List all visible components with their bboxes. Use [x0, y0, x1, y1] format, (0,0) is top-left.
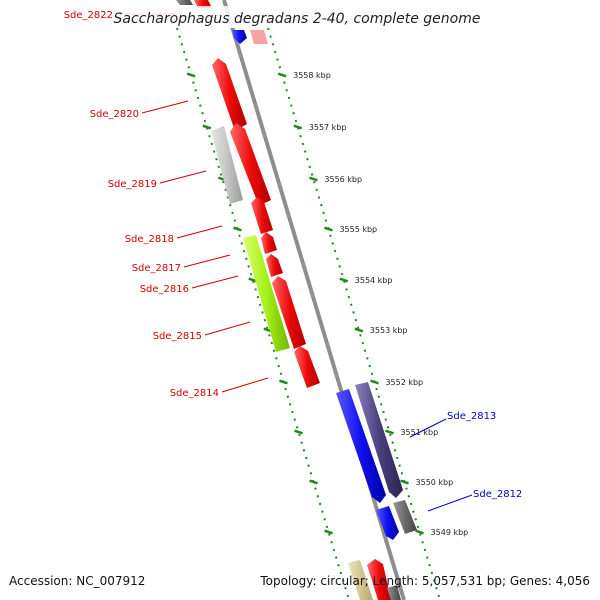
kbp-tick-mark — [277, 72, 287, 78]
gene-sde-2818 — [251, 197, 273, 234]
title-background — [116, 6, 480, 28]
leader-sde-2814 — [221, 377, 269, 393]
kbp-label: 3556 kbp — [324, 175, 362, 184]
feature-top-grey — [176, 0, 193, 5]
feature-top-blue — [232, 30, 247, 44]
kbp-label: 3557 kbp — [309, 123, 347, 132]
gene-label-sde-2812[interactable]: Sde_2812 — [473, 489, 522, 500]
tick-guide-left — [176, 27, 350, 600]
gene-sde-2813 — [355, 382, 403, 498]
gene-label-sde-2813[interactable]: Sde_2813 — [447, 411, 496, 422]
map-title: Saccharophagus degradans 2-40, complete … — [114, 11, 481, 27]
kbp-label: 3558 kbp — [293, 71, 331, 80]
gene-sde-2816 — [266, 254, 283, 277]
kbp-tick-mark — [324, 529, 333, 535]
feature-bottom-olive — [348, 560, 373, 600]
kbp-tick-mark — [309, 479, 318, 485]
gene-sde-2812 — [336, 389, 386, 503]
kbp-tick-mark — [293, 124, 303, 130]
leader-sde-2818 — [176, 225, 223, 239]
topology-text: Topology: circular; Length: 5,057,531 bp… — [260, 574, 590, 588]
gene-sde-2815-red — [272, 276, 306, 349]
kbp-tick-mark — [279, 379, 288, 385]
gene-sde-2819 — [211, 126, 243, 204]
gene-label-sde-2817[interactable]: Sde_2817 — [132, 263, 181, 274]
kbp-label: 3553 kbp — [370, 326, 408, 335]
feature-bottom-grey — [387, 585, 401, 600]
kbp-tick-mark — [309, 176, 318, 182]
gene-label-sde-2822[interactable]: Sde_2822 — [64, 10, 113, 21]
kbp-tick-mark — [324, 226, 333, 232]
kbp-tick-mark — [294, 429, 303, 435]
gene-label-sde-2819[interactable]: Sde_2819 — [108, 179, 157, 190]
kbp-tick-mark — [370, 379, 379, 385]
leader-sde-2817 — [183, 254, 231, 268]
tick-guide-right — [267, 27, 441, 600]
kbp-tick-mark — [415, 529, 424, 535]
kbp-tick-mark — [186, 72, 196, 78]
kbp-tick-mark — [202, 124, 212, 130]
kbp-tick-mark — [385, 429, 394, 435]
gene-label-sde-2815[interactable]: Sde_2815 — [153, 331, 202, 342]
kbp-tick-mark — [233, 226, 242, 232]
feature-darkgrey — [393, 500, 417, 534]
gene-label-sde-2814[interactable]: Sde_2814 — [170, 388, 219, 399]
gene-sde-2812-small — [376, 506, 399, 540]
accession-text: Accession: NC_007912 — [9, 574, 146, 588]
kbp-label: 3554 kbp — [355, 276, 393, 285]
leader-sde-2820 — [141, 100, 189, 114]
leader-sde-2816 — [191, 275, 239, 289]
gene-sde-2814 — [294, 346, 320, 388]
kbp-label: 3552 kbp — [385, 378, 423, 387]
feature-top-pink — [250, 30, 268, 44]
feature-bottom-red — [367, 559, 391, 600]
kbp-tick-mark — [400, 479, 409, 485]
kbp-label: 3555 kbp — [339, 225, 377, 234]
kbp-tick-mark — [339, 277, 349, 283]
gene-sde-2820 — [230, 123, 271, 206]
gene-label-sde-2816[interactable]: Sde_2816 — [140, 284, 189, 295]
kbp-label: 3549 kbp — [431, 528, 469, 537]
genome-backbone — [222, 0, 406, 600]
gene-sde-2817 — [261, 232, 277, 254]
leader-sde-2815 — [204, 321, 251, 336]
leader-sde-2819 — [159, 170, 207, 184]
gene-label-sde-2818[interactable]: Sde_2818 — [125, 234, 174, 245]
leader-sde-2812 — [427, 494, 473, 512]
gene-sde-2815 — [243, 235, 290, 352]
kbp-tick-group: 3558 kbp 3557 kbp 3556 kbp 3555 kbp 3554 kbp… — [186, 71, 469, 537]
leader-sde-2813 — [409, 418, 447, 438]
kbp-label: 3550 kbp — [416, 478, 454, 487]
gene-sde-2820-upper — [212, 58, 247, 131]
gene-label-sde-2820[interactable]: Sde_2820 — [90, 109, 139, 120]
kbp-tick-mark — [354, 327, 364, 333]
